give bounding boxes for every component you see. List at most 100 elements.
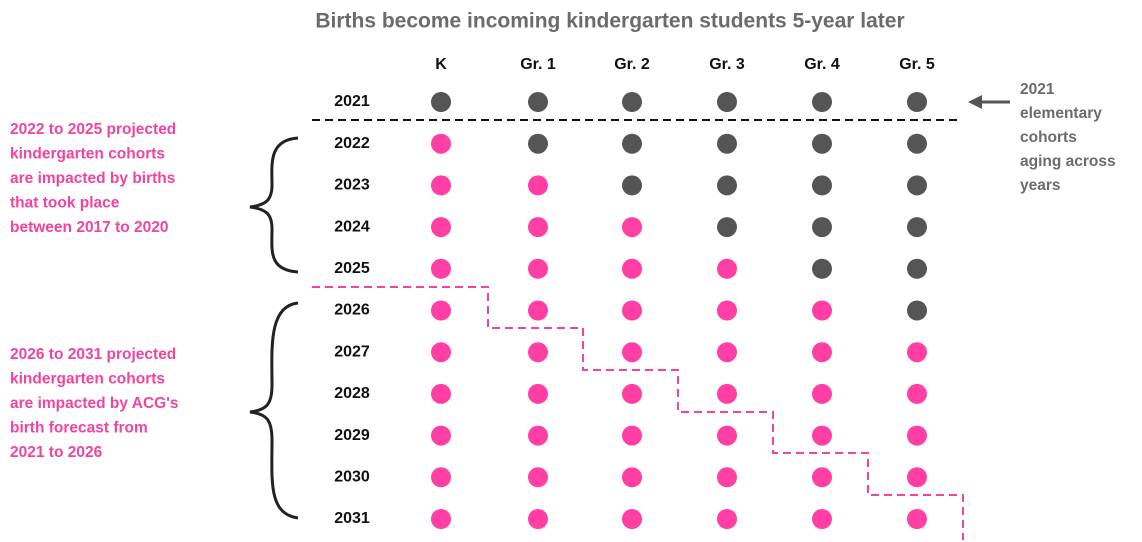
left-note: kindergarten cohorts — [10, 146, 165, 163]
left-note: are impacted by ACG's — [10, 395, 179, 412]
cohort-dot — [907, 300, 927, 321]
cohort-dot — [528, 92, 548, 112]
cohort-dot — [907, 425, 927, 446]
cohort-dot — [812, 383, 832, 404]
cohort-dot — [907, 509, 927, 529]
cohort-dot — [622, 133, 642, 154]
cohort-dot — [812, 217, 832, 238]
cohort-dot — [622, 258, 642, 279]
row-year: 2028 — [334, 385, 370, 402]
cohort-dot — [431, 133, 451, 154]
content: K Gr. 1 Gr. 2 Gr. 3 Gr. 4 Gr. 5 2021 2022 2023 20… — [10, 56, 1116, 529]
row-year: 2022 — [334, 135, 370, 152]
cohort-dot — [907, 383, 927, 404]
left-note: kindergarten cohorts — [10, 371, 165, 388]
cohort-dot — [622, 383, 642, 404]
cohort-dot — [812, 425, 832, 446]
right-note: aging across — [1020, 153, 1116, 170]
column-header: K — [435, 56, 447, 73]
cohort-dot — [717, 133, 737, 154]
row-year: 2026 — [334, 302, 370, 319]
cohort-dot — [622, 217, 642, 238]
arrow-head — [968, 95, 982, 109]
cohort-dot — [528, 509, 548, 529]
cohort-dot — [907, 92, 927, 112]
left-note: that took place — [10, 195, 120, 212]
cohort-dot — [717, 383, 737, 404]
cohort-dot — [431, 217, 451, 238]
left-note: between 2017 to 2020 — [10, 219, 169, 236]
cohort-dot — [717, 467, 737, 488]
cohort-dot — [812, 175, 832, 196]
column-header: Gr. 4 — [804, 56, 840, 73]
cohort-dot — [622, 92, 642, 112]
brace — [249, 301, 299, 520]
cohort-dot — [622, 509, 642, 529]
row-year: 2025 — [334, 260, 370, 277]
row-year: 2031 — [334, 510, 370, 527]
cohort-dot — [622, 300, 642, 321]
cohort-dot — [431, 175, 451, 196]
cohort-dot — [528, 467, 548, 488]
cohort-dot — [431, 509, 451, 529]
cohort-dot — [431, 467, 451, 488]
left-note: birth forecast from — [10, 420, 148, 437]
cohort-dot — [622, 425, 642, 446]
brace — [249, 136, 299, 274]
row-year: 2024 — [334, 218, 370, 235]
left-note: 2022 to 2025 projected — [10, 121, 176, 138]
right-note: years — [1020, 177, 1061, 194]
cohort-dot — [528, 300, 548, 321]
cohort-dot — [431, 342, 451, 363]
cohort-dot — [528, 425, 548, 446]
column-header: Gr. 3 — [709, 56, 745, 73]
cohort-dot — [812, 258, 832, 279]
row-year: 2027 — [334, 343, 370, 360]
cohort-dot — [431, 92, 451, 112]
column-header: Gr. 1 — [520, 56, 556, 73]
row-year: 2029 — [334, 427, 370, 444]
cohort-dot — [717, 217, 737, 238]
cohort-dot — [907, 342, 927, 363]
row-year: 2023 — [334, 177, 370, 194]
cohort-dot — [907, 175, 927, 196]
cohort-dot — [528, 383, 548, 404]
cohort-dot — [812, 467, 832, 488]
cohort-dot — [717, 509, 737, 529]
cohort-dot — [717, 300, 737, 321]
cohort-dot — [431, 300, 451, 321]
title: Births become incoming kindergarten stud… — [315, 10, 904, 33]
right-note: cohorts — [1020, 129, 1077, 146]
left-note: 2026 to 2031 projected — [10, 346, 176, 363]
cohort-dot — [431, 258, 451, 279]
cohort-dot — [717, 342, 737, 363]
cohort-dot — [717, 258, 737, 279]
left-note: 2021 to 2026 — [10, 444, 103, 461]
cohort-dot — [528, 342, 548, 363]
staircase — [312, 286, 964, 540]
cohort-dot — [431, 383, 451, 404]
cohort-dot — [907, 217, 927, 238]
cohort-dot — [812, 133, 832, 154]
cohort-dot — [907, 258, 927, 279]
cohort-dot — [622, 342, 642, 363]
column-header: Gr. 5 — [899, 56, 935, 73]
cohort-dot — [528, 175, 548, 196]
cohort-dot — [812, 342, 832, 363]
cohort-dot — [907, 467, 927, 488]
cohort-dot — [717, 175, 737, 196]
right-note: elementary — [1020, 105, 1102, 122]
cohort-dot — [431, 425, 451, 446]
row-year: 2030 — [334, 469, 370, 486]
cohort-dot — [812, 92, 832, 112]
cohort-dot — [528, 258, 548, 279]
left-note: are impacted by births — [10, 170, 175, 187]
cohort-dot — [812, 300, 832, 321]
cohort-dot — [622, 175, 642, 196]
row-year: 2021 — [334, 93, 370, 110]
cohort-dot — [812, 509, 832, 529]
right-note: 2021 — [1020, 81, 1055, 98]
cohort-dot — [717, 425, 737, 446]
cohort-dot — [717, 92, 737, 112]
